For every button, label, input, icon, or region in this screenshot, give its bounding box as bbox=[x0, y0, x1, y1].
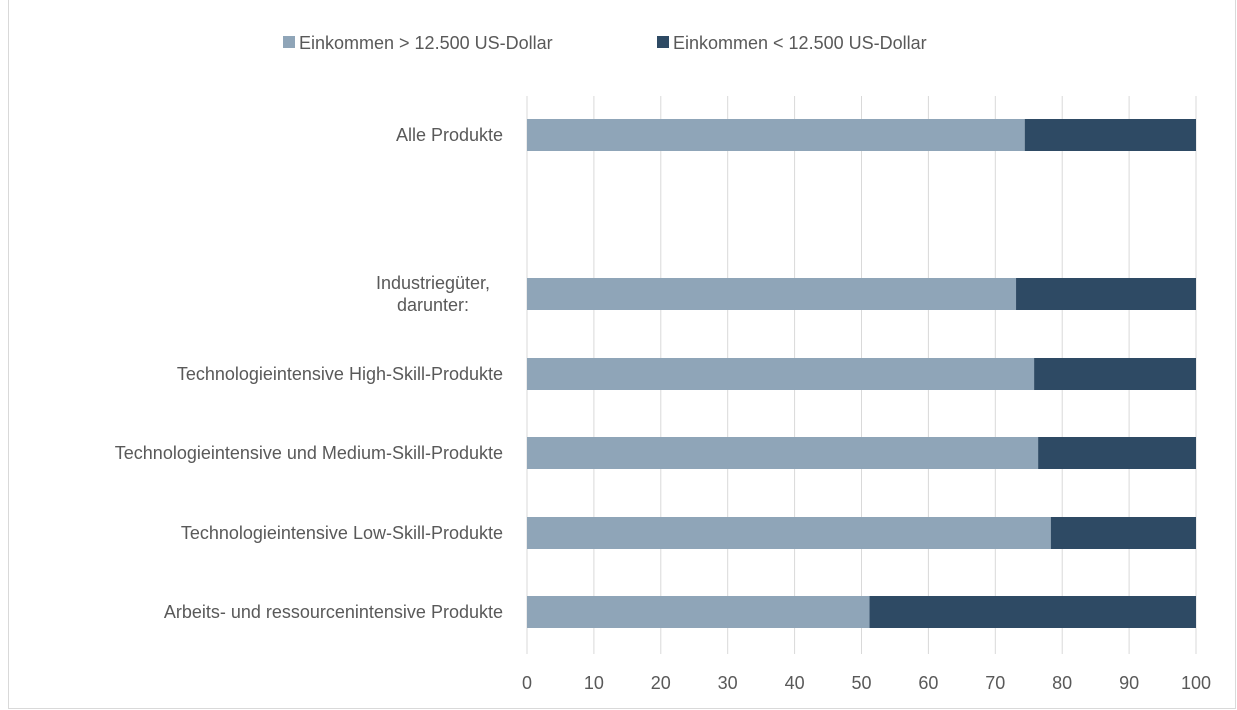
bar-segment-low-income bbox=[1024, 119, 1196, 151]
bars bbox=[527, 119, 1196, 628]
x-tick-label: 0 bbox=[522, 673, 532, 693]
x-tick-label: 60 bbox=[918, 673, 938, 693]
bar-segment-low-income bbox=[1016, 278, 1196, 310]
category-label: Arbeits- und ressourcenintensive Produkt… bbox=[164, 602, 503, 622]
x-tick-label: 90 bbox=[1119, 673, 1139, 693]
category-label: Technologieintensive Low-Skill-Produkte bbox=[181, 523, 503, 543]
bar-segment-low-income bbox=[869, 596, 1196, 628]
x-tick-label: 10 bbox=[584, 673, 604, 693]
bar-segment-high-income bbox=[527, 596, 870, 628]
bar-segment-high-income bbox=[527, 358, 1035, 390]
category-label: Alle Produkte bbox=[396, 125, 503, 145]
legend-label-low-income: Einkommen < 12.500 US-Dollar bbox=[673, 33, 927, 53]
legend-swatch-high-income bbox=[283, 36, 295, 48]
bar-segment-high-income bbox=[527, 517, 1051, 549]
x-tick-label: 20 bbox=[651, 673, 671, 693]
x-tick-label: 50 bbox=[851, 673, 871, 693]
category-label: Technologieintensive und Medium-Skill-Pr… bbox=[115, 443, 503, 463]
legend-swatch-low-income bbox=[657, 36, 669, 48]
bar-segment-low-income bbox=[1034, 358, 1196, 390]
x-tick-label: 30 bbox=[718, 673, 738, 693]
x-tick-label: 100 bbox=[1181, 673, 1211, 693]
x-axis-ticks: 0 10 20 30 40 50 60 70 80 90 100 bbox=[522, 673, 1211, 693]
chart-frame bbox=[8, 0, 1236, 709]
x-tick-label: 80 bbox=[1052, 673, 1072, 693]
bar-segment-low-income bbox=[1038, 437, 1196, 469]
category-label: darunter: bbox=[397, 295, 469, 315]
category-label: Industriegüter, bbox=[376, 273, 490, 293]
bar-segment-high-income bbox=[527, 119, 1025, 151]
category-label: Technologieintensive High-Skill-Produkte bbox=[177, 364, 503, 384]
legend-label-high-income: Einkommen > 12.500 US-Dollar bbox=[299, 33, 553, 53]
legend: Einkommen > 12.500 US-Dollar Einkommen <… bbox=[283, 33, 927, 53]
bar-segment-high-income bbox=[527, 437, 1039, 469]
bar-segment-high-income bbox=[527, 278, 1017, 310]
x-tick-label: 70 bbox=[985, 673, 1005, 693]
category-labels: Alle Produkte Industriegüter,darunter: Tec… bbox=[115, 125, 503, 622]
x-tick-label: 40 bbox=[785, 673, 805, 693]
bar-segment-low-income bbox=[1050, 517, 1196, 549]
